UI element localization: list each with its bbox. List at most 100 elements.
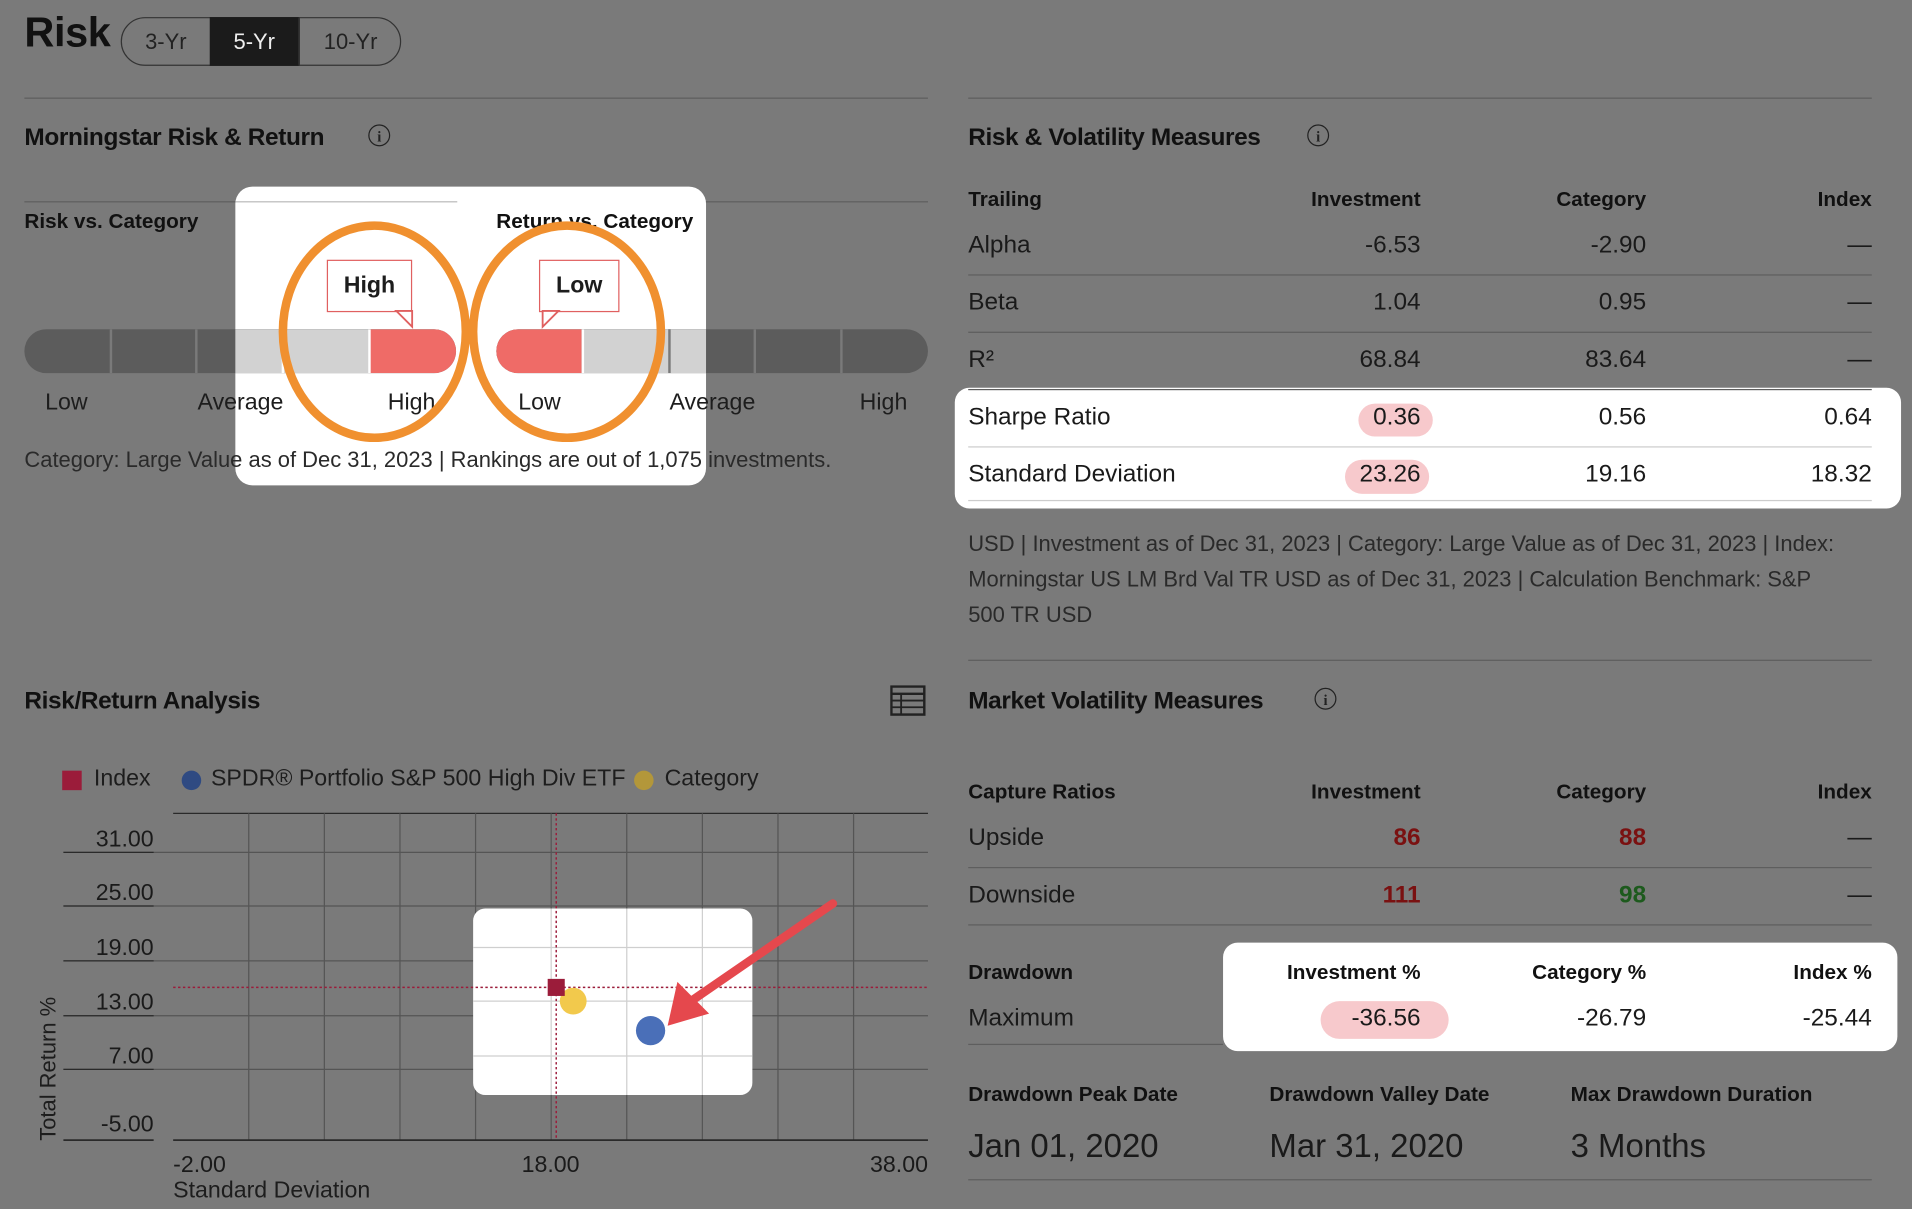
info-icon[interactable]: i bbox=[1307, 124, 1330, 147]
tab-10yr[interactable]: 10-Yr bbox=[298, 17, 401, 66]
col-index-pct: Index % bbox=[1793, 960, 1872, 985]
info-icon[interactable]: i bbox=[1314, 687, 1337, 710]
cell-index: -25.44 bbox=[1802, 1004, 1872, 1032]
highlight-mark bbox=[1320, 1001, 1449, 1039]
cell-investment: 23.26 bbox=[1359, 460, 1421, 488]
cell-index: — bbox=[1847, 231, 1872, 259]
scale-label-average: Average bbox=[669, 390, 756, 416]
tab-3yr[interactable]: 3-Yr bbox=[145, 29, 187, 54]
divider bbox=[496, 201, 928, 203]
cell-index: — bbox=[1847, 881, 1872, 909]
annotation-rings bbox=[278, 221, 666, 443]
scale-label-high: High bbox=[387, 390, 436, 416]
scale-label-high: High bbox=[859, 390, 908, 416]
analysis-title: Risk/Return Analysis bbox=[24, 687, 261, 715]
y-tick-label: 25.00 bbox=[96, 879, 154, 905]
col-investment-pct: Investment % bbox=[1286, 960, 1421, 985]
page-title: Risk bbox=[24, 9, 111, 57]
y-tick-label: 19.00 bbox=[96, 934, 154, 960]
divider bbox=[968, 97, 1872, 99]
cell-index: — bbox=[1847, 346, 1872, 374]
cell-index: — bbox=[1847, 288, 1872, 316]
divider bbox=[235, 201, 458, 203]
cell-investment: 111 bbox=[1382, 881, 1421, 909]
legend-fund: SPDR® Portfolio S&P 500 High Div ETF bbox=[210, 765, 626, 792]
cell-index: 0.64 bbox=[1824, 403, 1872, 431]
col-trailing: Trailing bbox=[968, 187, 1042, 211]
risk-callout: High bbox=[326, 259, 413, 313]
x-axis-label: Standard Deviation bbox=[173, 1177, 371, 1204]
cell-category: 88 bbox=[1619, 824, 1647, 852]
row-label: Upside bbox=[968, 824, 1045, 852]
col-category: Category bbox=[1556, 780, 1647, 804]
legend-index-marker bbox=[62, 770, 82, 791]
volatility-title: Risk & Volatility Measures bbox=[968, 124, 1261, 152]
peak-date-label: Drawdown Peak Date bbox=[968, 1082, 1178, 1106]
cell-index: — bbox=[1847, 824, 1872, 852]
col-investment: Investment bbox=[1311, 780, 1421, 804]
duration-label: Max Drawdown Duration bbox=[1570, 1082, 1813, 1106]
info-icon[interactable]: i bbox=[368, 124, 391, 147]
category-point bbox=[559, 987, 587, 1015]
risk-meter-fill bbox=[369, 329, 457, 374]
cell-category: 0.95 bbox=[1598, 288, 1647, 316]
y-tick-label: 13.00 bbox=[96, 989, 154, 1015]
cell-index: 18.32 bbox=[1810, 460, 1872, 488]
row-label: Maximum bbox=[968, 1004, 1074, 1032]
legend-category-marker bbox=[634, 770, 654, 791]
row-label: Beta bbox=[968, 288, 1019, 316]
row-label: Standard Deviation bbox=[968, 460, 1176, 488]
volatility-footnote: USD | Investment as of Dec 31, 2023 | Ca… bbox=[968, 527, 1834, 633]
x-tick-label: 18.00 bbox=[522, 1151, 580, 1177]
cell-category: -26.79 bbox=[1577, 1004, 1647, 1032]
highlight-mark bbox=[1344, 459, 1430, 494]
annotation-arrow bbox=[682, 899, 838, 1009]
x-tick-label: -2.00 bbox=[173, 1151, 226, 1177]
divider bbox=[24, 97, 928, 99]
valley-date-label: Drawdown Valley Date bbox=[1269, 1082, 1490, 1106]
table-view-icon[interactable] bbox=[890, 685, 927, 717]
risk-return-scatter: 31.00 25.00 19.00 13.00 7.00 -5.00 -2.00 18.00 3… bbox=[63, 812, 928, 1177]
legend-fund-marker bbox=[181, 770, 202, 791]
legend-category: Category bbox=[664, 765, 759, 792]
y-tick-label: -5.00 bbox=[101, 1111, 154, 1137]
row-label: Alpha bbox=[968, 231, 1031, 259]
col-category-pct: Category % bbox=[1532, 960, 1647, 985]
y-tick-label: 31.00 bbox=[96, 825, 154, 851]
cell-category: 0.56 bbox=[1598, 403, 1647, 431]
valley-date-value: Mar 31, 2020 bbox=[1269, 1127, 1464, 1165]
scale-label-average: Average bbox=[197, 390, 284, 416]
y-axis-label: Total Return % bbox=[35, 996, 61, 1141]
col-capture-ratios: Capture Ratios bbox=[968, 780, 1116, 804]
cell-category: 83.64 bbox=[1585, 346, 1647, 374]
cell-category: 19.16 bbox=[1585, 460, 1647, 488]
col-category: Category bbox=[1556, 187, 1647, 211]
cell-investment: 1.04 bbox=[1373, 288, 1421, 316]
cell-category: -2.90 bbox=[1590, 231, 1647, 259]
fund-point bbox=[635, 1016, 666, 1046]
cell-investment: 0.36 bbox=[1373, 403, 1421, 431]
orange-ring bbox=[278, 221, 471, 443]
index-point bbox=[547, 978, 565, 996]
return-meter bbox=[496, 329, 928, 374]
x-tick-label: 38.00 bbox=[870, 1151, 928, 1177]
cell-investment: -6.53 bbox=[1365, 231, 1421, 259]
y-tick-label: 7.00 bbox=[109, 1042, 154, 1068]
highlight-box bbox=[1223, 942, 1898, 1052]
market-title: Market Volatility Measures bbox=[968, 687, 1264, 715]
return-meter-fill bbox=[496, 329, 582, 374]
cell-investment: 86 bbox=[1393, 824, 1421, 852]
footnote-line: USD | Investment as of Dec 31, 2023 | Ca… bbox=[968, 531, 1835, 557]
risk-vs-category-label: Risk vs. Category bbox=[24, 209, 199, 233]
tab-5yr[interactable]: 5-Yr bbox=[209, 17, 299, 66]
orange-ring bbox=[468, 221, 666, 443]
col-investment: Investment bbox=[1311, 187, 1421, 211]
risk-return-footnote: Category: Large Value as of Dec 31, 2023… bbox=[24, 447, 832, 472]
scale-label-low: Low bbox=[45, 390, 88, 416]
row-label: Downside bbox=[968, 881, 1076, 909]
cell-investment: 68.84 bbox=[1359, 346, 1421, 374]
annotation-arrow-head bbox=[667, 981, 710, 1026]
col-index: Index bbox=[1817, 780, 1872, 804]
cell-investment: -36.56 bbox=[1351, 1004, 1421, 1032]
